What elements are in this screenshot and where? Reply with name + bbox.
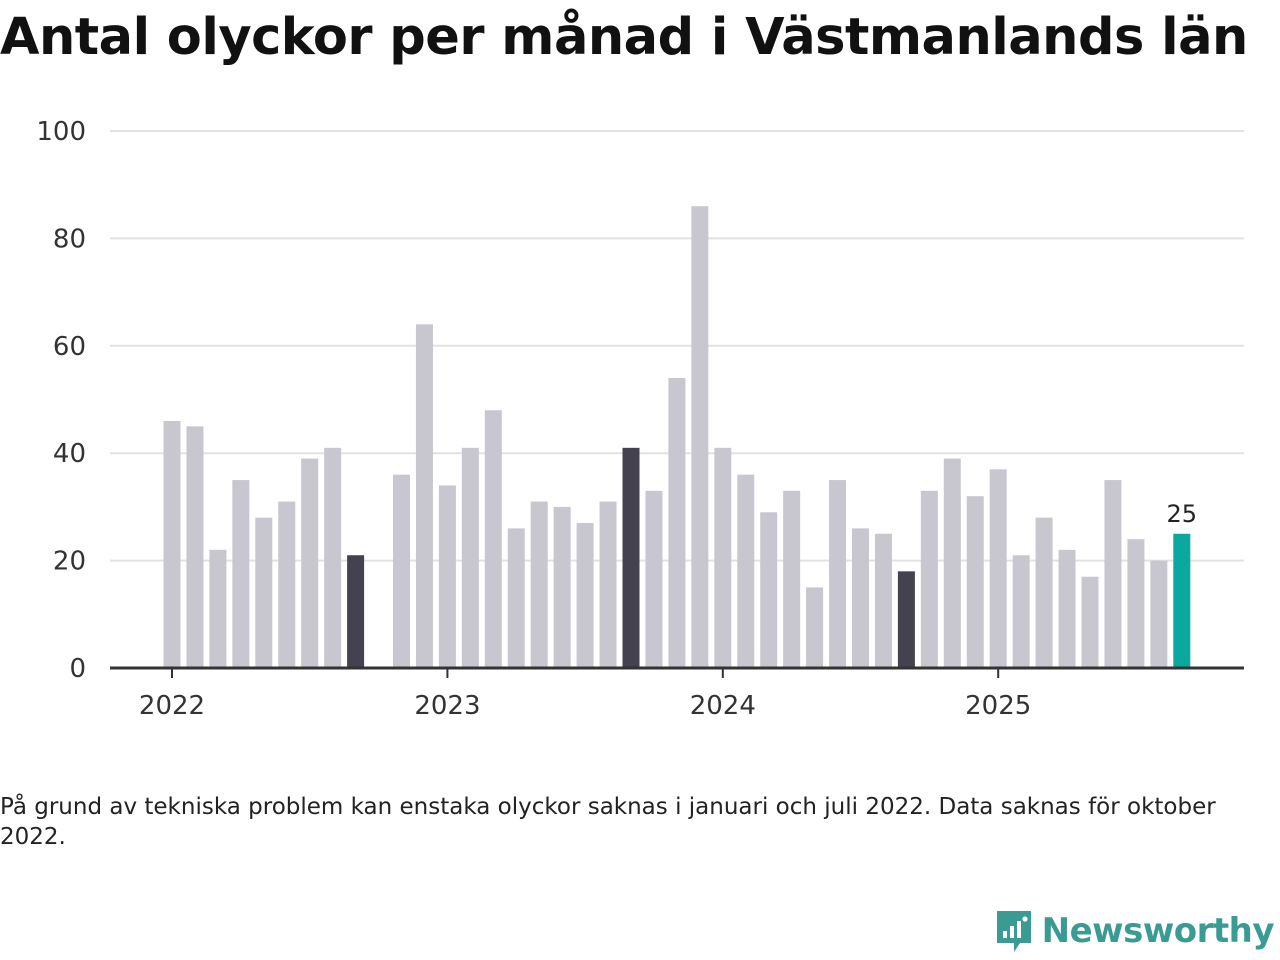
bar-2022-08 (324, 447, 342, 668)
bar-2023-10 (645, 490, 663, 668)
bar-2023-03 (484, 410, 502, 668)
footnote: På grund av tekniska problem kan enstaka… (0, 794, 1216, 850)
bar-2022-12 (415, 324, 433, 668)
bar-2024-05 (806, 587, 824, 668)
bar-2022-06 (278, 501, 296, 668)
bar-2025-08 (1150, 560, 1168, 668)
bar-2024-07 (852, 528, 869, 668)
x-tick-label: 2023 (414, 691, 480, 721)
chart-title: Antal olyckor per månad i Västmanlands l… (0, 8, 1248, 67)
bar-2024-02 (737, 474, 755, 668)
bar-2023-07 (576, 523, 594, 668)
bar-2023-02 (461, 447, 479, 668)
bar-2024-04 (783, 490, 801, 668)
bar-2023-04 (507, 528, 525, 668)
bar-2025-07 (1127, 539, 1145, 668)
y-tick-label: 100 (36, 117, 86, 147)
bar-2023-12 (691, 206, 709, 668)
bar-2024-12 (966, 496, 984, 668)
bar-2023-11 (668, 378, 686, 668)
bar-2023-05 (530, 501, 548, 668)
bar-2022-03 (209, 549, 227, 668)
bar-2022-09 (347, 555, 365, 668)
bar-2022-11 (393, 474, 410, 668)
bar-2022-05 (255, 517, 273, 668)
bar-2023-06 (553, 506, 571, 668)
bar-2022-07 (301, 458, 319, 668)
bar-2022-02 (186, 426, 204, 668)
bar-2025-03 (1035, 517, 1053, 668)
bar-2024-06 (829, 480, 847, 668)
bar-2025-02 (1012, 555, 1030, 668)
x-tick-label: 2025 (965, 691, 1031, 721)
bar-2025-06 (1104, 480, 1122, 668)
bar-2022-01 (163, 420, 181, 668)
bar-2025-09 (1173, 533, 1191, 668)
y-tick-label: 40 (53, 439, 86, 469)
bar-2023-01 (438, 485, 456, 668)
data-labels: 25 (1167, 500, 1198, 528)
bar-chart: 0 20 40 60 80 100 2022 2023 2024 2025 25 (36, 117, 1244, 721)
bar-2025-04 (1058, 549, 1076, 668)
bar-2025-05 (1081, 576, 1099, 668)
x-tick-label: 2024 (690, 691, 756, 721)
y-tick-label: 0 (69, 654, 86, 684)
bars (163, 206, 1191, 668)
x-tick-label: 2022 (139, 691, 205, 721)
y-axis-ticks: 0 20 40 60 80 100 (36, 117, 86, 684)
bar-2024-01 (714, 447, 732, 668)
bar-2023-08 (599, 501, 617, 668)
y-tick-label: 80 (53, 224, 86, 254)
bar-2023-09 (622, 447, 640, 668)
bar-2022-04 (232, 480, 250, 668)
bar-2025-01 (989, 469, 1007, 668)
bar-2024-08 (874, 533, 892, 668)
newsworthy-logo[interactable]: Newsworthy (994, 908, 1275, 954)
latest-value-label: 25 (1167, 500, 1198, 528)
bar-2024-03 (760, 512, 778, 668)
y-tick-label: 20 (53, 547, 86, 577)
bar-2024-10 (920, 490, 938, 668)
x-axis: 2022 2023 2024 2025 (110, 666, 1244, 721)
bar-2024-09 (897, 571, 915, 668)
brand-name: Newsworthy (1041, 911, 1275, 951)
bar-2024-11 (943, 458, 961, 668)
y-tick-label: 60 (53, 332, 86, 362)
newsworthy-logo-icon (996, 911, 1031, 952)
